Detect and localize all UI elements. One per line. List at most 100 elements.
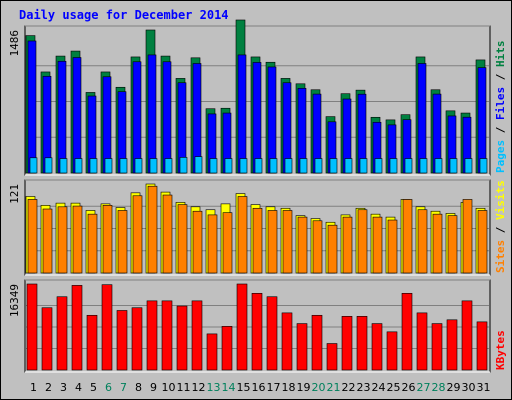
bar-kbytes-day-1 [26,283,38,371]
bar-kbytes-day-6 [101,284,113,371]
bar-kbytes-day-17 [266,296,278,371]
legend-hits: Hits [494,41,507,68]
bar-kbytes-day-8 [131,307,143,371]
bar-kbytes-day-3 [56,296,68,371]
x-tick-label-day-13: 13 [207,381,221,394]
bar-kbytes-day-4 [71,285,83,371]
bar-kbytes-day-2 [41,307,53,371]
bar-kbytes-day-23 [356,316,368,371]
bar-sites-day-14 [222,212,233,274]
bar-pages-day-28 [434,158,443,174]
bar-pages-day-23 [359,158,368,174]
bar-sites-day-11 [177,204,188,274]
x-tick-label-day-23: 23 [357,381,371,394]
bar-kbytes-day-14 [221,326,233,371]
bar-kbytes-day-12 [191,300,203,371]
bar-sites-day-26 [402,199,413,274]
bar-sites-day-17 [267,210,278,274]
panel-pages-files-hits: 1486 Pages / Files / Hits [8,19,507,176]
legend-labels: KBytes [494,330,507,370]
bar-sites-day-23 [357,209,368,274]
x-tick-label-day-27: 27 [417,381,431,394]
x-tick-label-day-12: 12 [192,381,206,394]
bar-files-day-31 [477,67,487,174]
bar-files-day-1 [27,40,37,174]
y-max-label: 121 [8,184,21,204]
x-tick-label-day-3: 3 [60,381,67,394]
bar-sites-day-22 [342,216,353,274]
y-max-label: 1486 [8,30,21,57]
bar-kbytes-day-10 [161,300,173,371]
bar-pages-day-21 [329,158,338,174]
bar-files-day-9 [147,54,157,174]
bar-pages-day-6 [104,158,113,174]
x-tick-label-day-6: 6 [105,381,112,394]
bar-pages-day-8 [134,158,143,174]
bar-kbytes-day-24 [371,323,383,371]
x-tick-label-day-25: 25 [387,381,401,394]
bar-kbytes-day-26 [401,293,413,371]
bar-pages-day-30 [464,158,473,174]
bar-sites-day-6 [102,205,113,274]
bar-sites-day-20 [312,220,323,274]
legend-labels: Pages / Files / Hits [494,41,507,174]
bar-pages-day-11 [179,157,188,174]
bar-kbytes-day-7 [116,310,128,371]
bar-kbytes-day-18 [281,312,293,371]
chart-panels: 1486 Pages / Files / Hits 121 Sites / Visit… [8,19,507,373]
bar-kbytes-day-20 [311,314,323,371]
x-tick-label-day-7: 7 [120,381,127,394]
bar-kbytes-day-31 [476,321,488,371]
x-tick-label-day-20: 20 [312,381,326,394]
panel-kbytes: 16349 KBytes [8,279,507,373]
x-tick-label-day-21: 21 [327,381,341,394]
bar-files-day-4 [72,57,82,174]
bar-pages-day-18 [284,158,293,174]
bar-sites-day-7 [117,210,128,274]
x-tick-label-day-26: 26 [402,381,416,394]
bar-sites-day-30 [462,199,473,274]
x-tick-label-day-17: 17 [267,381,281,394]
bar-sites-day-18 [282,210,293,274]
bar-sites-day-5 [87,213,98,274]
bar-pages-day-10 [164,158,173,174]
x-tick-labels: 1 2 3 4 5 6 7 8 9 10 11 12 13 14 15 16 17 18 19 20 21 22 23 24 2… [30,381,491,394]
bar-kbytes-day-30 [461,300,473,371]
bar-pages-day-12 [194,156,203,174]
x-tick-label-day-1: 1 [30,381,37,394]
legend-sites: Sites [494,240,507,273]
bar-files-day-8 [132,61,142,174]
bar-pages-day-7 [119,158,128,174]
legend-separator: / [494,67,507,87]
bar-kbytes-day-21 [326,343,338,371]
x-tick-label-day-18: 18 [282,381,296,394]
bar-sites-day-9 [147,185,158,274]
bar-sites-day-24 [372,216,383,274]
x-tick-label-day-24: 24 [372,381,386,394]
bar-kbytes-day-9 [146,300,158,371]
bar-kbytes-day-19 [296,323,308,371]
bar-kbytes-day-25 [386,331,398,371]
bar-sites-day-2 [42,208,53,274]
bar-pages-day-16 [254,158,263,174]
bar-pages-day-2 [44,157,53,174]
bar-files-day-15 [237,54,247,174]
bar-sites-day-27 [417,209,428,274]
x-tick-label-day-11: 11 [177,381,191,394]
bar-pages-day-5 [89,158,98,174]
bar-kbytes-day-5 [86,314,98,371]
bar-files-day-17 [267,66,277,174]
legend-pages: Pages [494,140,507,173]
legend-separator: / [494,220,507,240]
bar-sites-day-29 [447,215,458,274]
bar-pages-day-31 [479,158,488,174]
bar-kbytes-day-15 [236,283,248,371]
bar-pages-day-4 [74,158,83,174]
bar-sites-day-12 [192,210,203,274]
bar-pages-day-22 [344,158,353,174]
bar-sites-day-25 [387,219,398,274]
legend-files: Files [494,87,507,120]
legend-separator: / [494,120,507,140]
x-tick-label-day-31: 31 [477,381,491,394]
bar-files-day-10 [162,61,172,174]
